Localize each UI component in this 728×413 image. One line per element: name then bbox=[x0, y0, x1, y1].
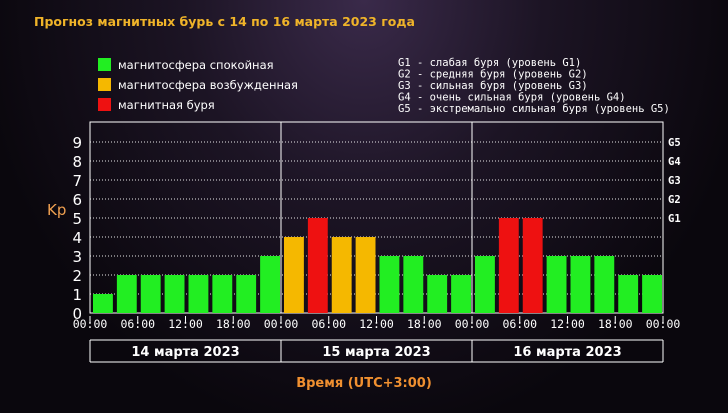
x-axis-label: Время (UTC+3:00) bbox=[296, 376, 432, 391]
kp-bar-storm bbox=[498, 218, 519, 313]
x-tick-label: 18:00 bbox=[407, 317, 442, 331]
storm-level-label: G4 bbox=[668, 156, 681, 168]
legend: магнитосфера спокойная магнитосфера возбу… bbox=[98, 58, 298, 112]
y-tick-label: 9 bbox=[72, 134, 82, 152]
kp-bar-excited bbox=[355, 237, 376, 313]
x-tick-label: 12:00 bbox=[359, 317, 394, 331]
x-tick-label: 00:00 bbox=[264, 317, 299, 331]
legend-swatch-storm bbox=[98, 98, 111, 111]
kp-bar-quiet bbox=[642, 275, 662, 313]
kp-bar-quiet bbox=[594, 256, 615, 313]
y-tick-label: 4 bbox=[72, 229, 82, 247]
x-tick-label: 06:00 bbox=[502, 317, 537, 331]
kp-bar-storm bbox=[522, 218, 543, 313]
storm-legend-item: G4 - очень сильная буря (уровень G4) bbox=[398, 92, 626, 104]
x-tick-label: 18:00 bbox=[216, 317, 251, 331]
storm-level-label: G5 bbox=[668, 137, 681, 149]
kp-bar-quiet bbox=[427, 275, 448, 313]
kp-bar-quiet bbox=[164, 275, 185, 313]
y-axis-label: Kp bbox=[47, 201, 66, 219]
kp-bar-quiet bbox=[570, 256, 591, 313]
kp-bar-quiet bbox=[116, 275, 137, 313]
day-label: 15 марта 2023 bbox=[322, 345, 430, 360]
y-tick-label: 3 bbox=[72, 248, 82, 266]
x-tick-label: 12:00 bbox=[550, 317, 585, 331]
kp-bar-storm bbox=[307, 218, 328, 313]
day-label: 14 марта 2023 bbox=[131, 345, 239, 360]
kp-bar-quiet bbox=[379, 256, 400, 313]
storm-legend-item: G5 - экстремально сильная буря (уровень … bbox=[398, 103, 670, 115]
x-tick-label: 00:00 bbox=[73, 317, 108, 331]
y-tick-label: 5 bbox=[72, 210, 82, 228]
legend-label-excited: магнитосфера возбужденная bbox=[118, 78, 298, 92]
kp-bar-quiet bbox=[475, 256, 495, 313]
storm-legend-item: G2 - средняя буря (уровень G2) bbox=[398, 69, 588, 81]
kp-bar-excited bbox=[284, 237, 304, 313]
storm-level-label: G2 bbox=[668, 194, 681, 206]
kp-bar-quiet bbox=[451, 275, 471, 313]
legend-label-storm: магнитная буря bbox=[118, 98, 215, 112]
storm-level-label: G1 bbox=[668, 213, 681, 225]
kp-bar-quiet bbox=[618, 275, 639, 313]
x-tick-label: 06:00 bbox=[311, 317, 346, 331]
kp-bar-excited bbox=[331, 237, 352, 313]
storm-legend-item: G1 - слабая буря (уровень G1) bbox=[398, 57, 581, 69]
x-tick-label: 06:00 bbox=[120, 317, 155, 331]
x-tick-label: 12:00 bbox=[168, 317, 203, 331]
y-tick-label: 7 bbox=[72, 172, 82, 190]
chart-title: Прогноз магнитных бурь с 14 по 16 марта … bbox=[34, 14, 415, 29]
kp-bar-quiet bbox=[212, 275, 233, 313]
kp-bar-quiet bbox=[93, 294, 113, 313]
kp-bar-quiet bbox=[140, 275, 161, 313]
legend-swatch-quiet bbox=[98, 58, 111, 71]
kp-bar-quiet bbox=[236, 275, 257, 313]
x-tick-label: 00:00 bbox=[455, 317, 490, 331]
y-tick-label: 8 bbox=[72, 153, 82, 171]
day-label: 16 марта 2023 bbox=[513, 345, 621, 360]
legend-label-quiet: магнитосфера спокойная bbox=[118, 58, 274, 72]
storm-level-label: G3 bbox=[668, 175, 681, 187]
x-tick-label: 00:00 bbox=[646, 317, 681, 331]
kp-bar-quiet bbox=[546, 256, 567, 313]
kp-bar-quiet bbox=[188, 275, 209, 313]
storm-level-legend: G1 - слабая буря (уровень G1)G2 - средня… bbox=[398, 57, 670, 115]
kp-bar-quiet bbox=[403, 256, 424, 313]
kp-bar-quiet bbox=[260, 256, 280, 313]
y-tick-label: 6 bbox=[72, 191, 82, 209]
y-tick-label: 0 bbox=[72, 305, 82, 323]
legend-swatch-excited bbox=[98, 78, 111, 91]
storm-legend-item: G3 - сильная буря (уровень G3) bbox=[398, 80, 588, 92]
y-tick-label: 1 bbox=[72, 286, 82, 304]
x-tick-label: 18:00 bbox=[598, 317, 633, 331]
y-tick-label: 2 bbox=[72, 267, 82, 285]
